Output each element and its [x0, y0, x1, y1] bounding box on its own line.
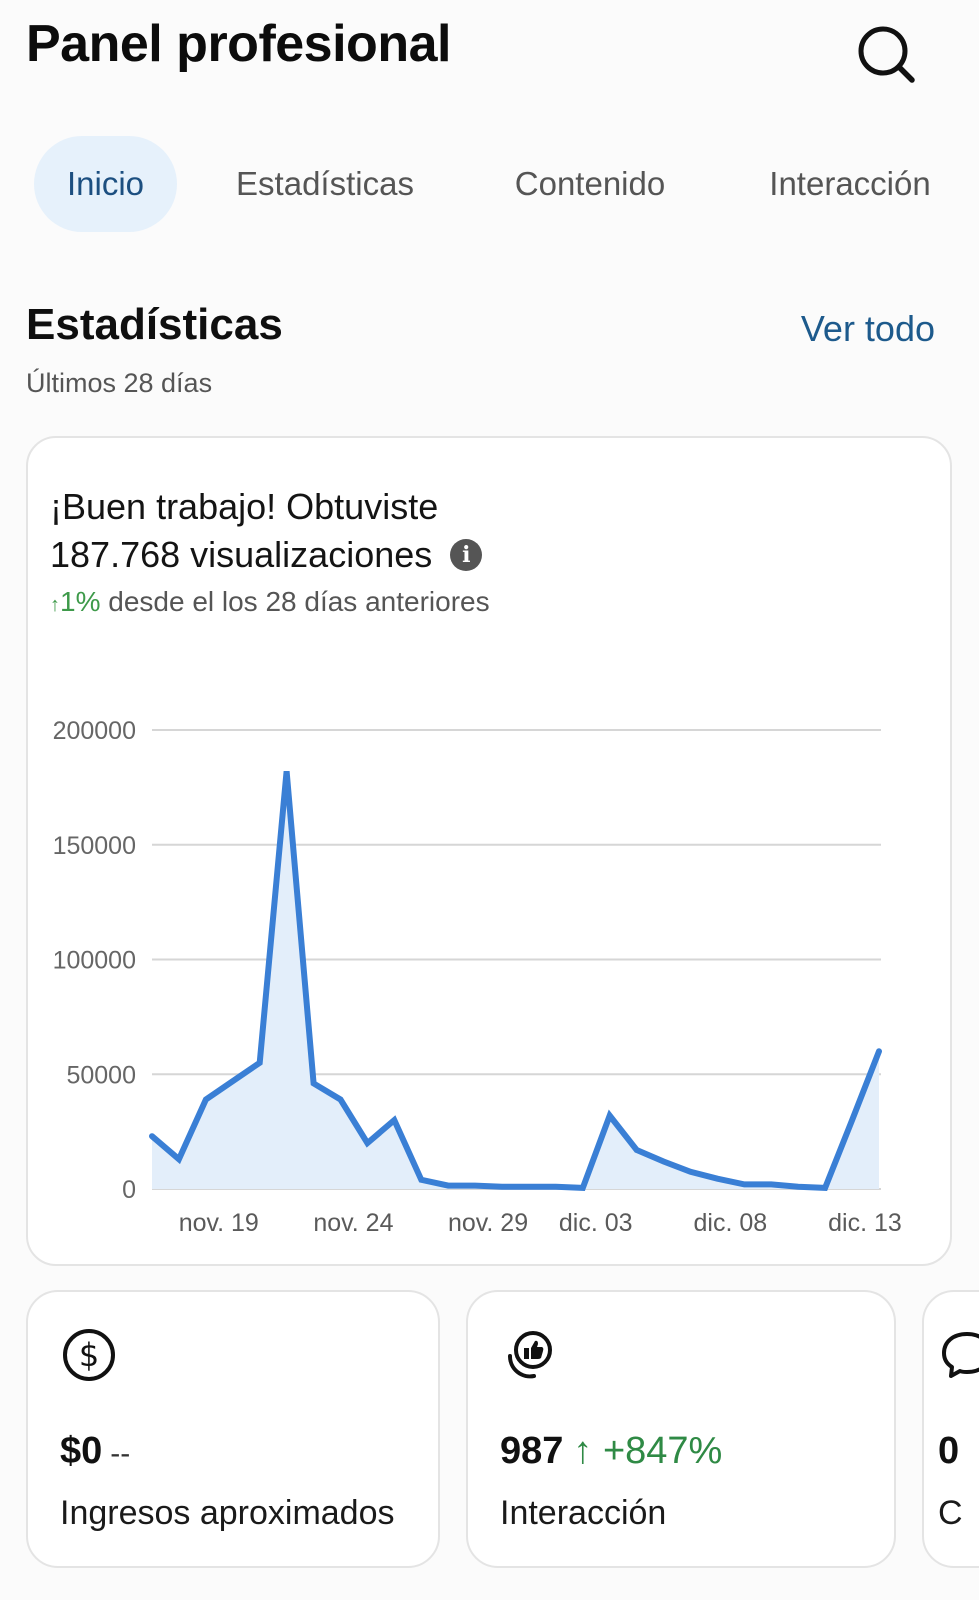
- metric-change: ↑ +847%: [573, 1430, 723, 1472]
- search-button[interactable]: [852, 20, 922, 90]
- y-tick-label: 150000: [53, 832, 136, 860]
- views-delta: ↑1% desde el los 28 días anteriores: [50, 586, 490, 618]
- x-tick-label: dic. 03: [559, 1209, 633, 1237]
- metric-value: 987 ↑ +847%: [500, 1430, 723, 1472]
- tab-bar: Inicio Estadísticas Contenido Interacció…: [0, 136, 979, 232]
- tab-inicio[interactable]: Inicio: [34, 136, 177, 232]
- dollar-circle-icon: $: [63, 1329, 115, 1381]
- up-arrow-icon: ↑: [50, 594, 60, 616]
- views-line-chart[interactable]: 0 50000 100000 150000 200000 nov. 19 nov. 24 no…: [28, 438, 954, 1268]
- tab-estadisticas[interactable]: Estadísticas: [220, 136, 430, 232]
- metric-label: Ingresos aproximados: [60, 1494, 395, 1532]
- metric-card-comments[interactable]: 0 C: [922, 1290, 979, 1568]
- headline-line1: ¡Buen trabajo! Obtuviste: [50, 486, 439, 527]
- x-tick-label: nov. 24: [313, 1209, 393, 1237]
- views-headline: ¡Buen trabajo! Obtuviste 187.768 visuali…: [50, 483, 483, 579]
- tab-label: Estadísticas: [236, 165, 414, 202]
- metric-label: C: [938, 1494, 963, 1532]
- thumbs-up-icon: [507, 1331, 552, 1379]
- headline-line2: 187.768 visualizaciones: [50, 534, 433, 575]
- y-tick-label: 200000: [53, 717, 136, 745]
- svg-text:$: $: [79, 1336, 99, 1374]
- delta-text: desde el los 28 días anteriores: [100, 586, 490, 617]
- metric-card-revenue[interactable]: $ $0 -- Ingresos aproximados: [26, 1290, 440, 1568]
- info-icon[interactable]: i: [450, 539, 483, 571]
- metric-label: Interacción: [500, 1494, 667, 1532]
- views-card[interactable]: ¡Buen trabajo! Obtuviste 187.768 visuali…: [26, 436, 952, 1266]
- area-fill: [152, 771, 879, 1189]
- y-tick-label: 100000: [53, 947, 136, 975]
- x-tick-label: nov. 29: [448, 1209, 528, 1237]
- tab-interaccion[interactable]: Interacción: [750, 136, 950, 232]
- views-line: [149, 771, 882, 1191]
- tab-label: Interacción: [769, 165, 931, 202]
- x-tick-label: nov. 19: [179, 1209, 259, 1237]
- delta-percent: 1%: [60, 586, 101, 617]
- comment-icon: [942, 1332, 979, 1378]
- x-tick-label: dic. 13: [828, 1209, 902, 1237]
- tab-label: Inicio: [66, 165, 145, 202]
- metric-value: 0: [938, 1430, 960, 1472]
- period-label: Últimos 28 días: [26, 368, 213, 398]
- see-all-link[interactable]: Ver todo: [800, 308, 935, 349]
- y-tick-label: 50000: [66, 1061, 136, 1089]
- y-tick-label: 0: [122, 1176, 136, 1204]
- page-title: Panel profesional: [26, 15, 451, 73]
- metric-card-interaction[interactable]: 987 ↑ +847% Interacción: [466, 1290, 896, 1568]
- x-tick-label: dic. 08: [694, 1209, 768, 1237]
- tab-label: Contenido: [514, 165, 666, 202]
- section-title: Estadísticas: [26, 300, 283, 349]
- tab-contenido[interactable]: Contenido: [500, 136, 680, 232]
- search-icon: [858, 26, 915, 83]
- metric-value: $0 --: [60, 1430, 131, 1472]
